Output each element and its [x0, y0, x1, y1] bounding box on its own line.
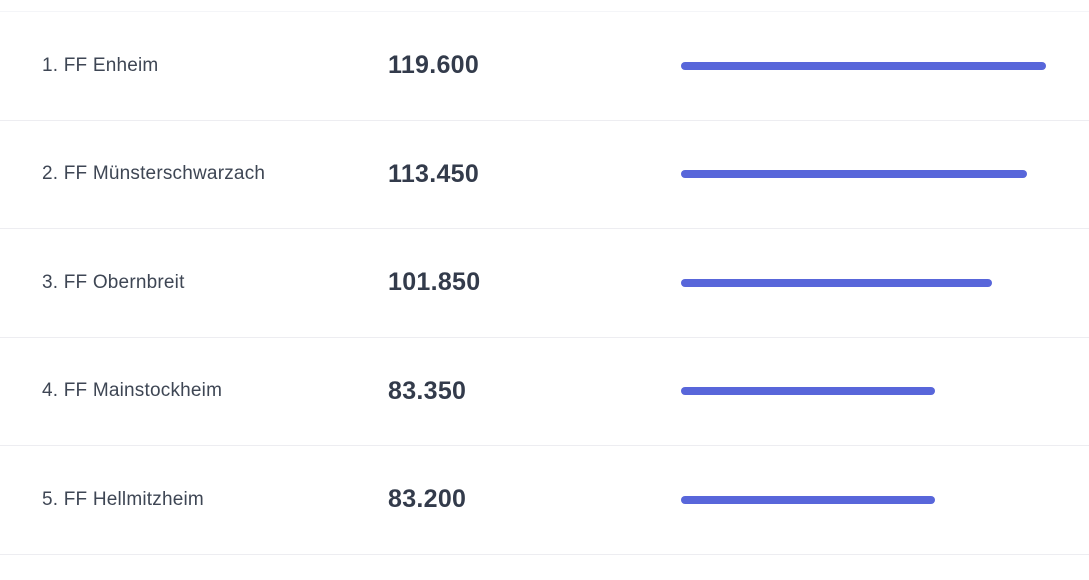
score-bar [681, 495, 935, 504]
score-bar-track [681, 495, 1046, 504]
score-bar-track [681, 61, 1046, 70]
team-label: 3. FF Obernbreit [42, 271, 185, 293]
team-label: 5. FF Hellmitzheim [42, 488, 204, 510]
score-bar-track [681, 387, 1046, 396]
score-bar [681, 278, 992, 287]
leaderboard: 1. FF Enheim 119.600 2. FF Münsterschwar… [0, 11, 1089, 555]
leaderboard-row: 2. FF Münsterschwarzach 113.450 [0, 121, 1089, 229]
score-value: 119.600 [388, 51, 480, 80]
team-label: 4. FF Mainstockheim [42, 380, 223, 402]
team-label: 1. FF Enheim [42, 54, 159, 76]
score-value: 113.450 [388, 159, 480, 188]
score-bar-track [681, 170, 1046, 179]
leaderboard-row: 5. FF Hellmitzheim 83.200 [0, 446, 1089, 555]
score-bar-track [681, 278, 1046, 287]
score-value: 83.200 [388, 485, 467, 514]
team-label: 2. FF Münsterschwarzach [42, 163, 266, 185]
leaderboard-row: 3. FF Obernbreit 101.850 [0, 229, 1089, 338]
score-value: 101.850 [388, 268, 481, 297]
score-value: 83.350 [388, 376, 467, 405]
score-bar [681, 387, 936, 396]
score-bar [681, 170, 1028, 179]
leaderboard-row: 1. FF Enheim 119.600 [0, 12, 1089, 121]
leaderboard-row: 4. FF Mainstockheim 83.350 [0, 338, 1089, 446]
score-bar [681, 61, 1046, 70]
